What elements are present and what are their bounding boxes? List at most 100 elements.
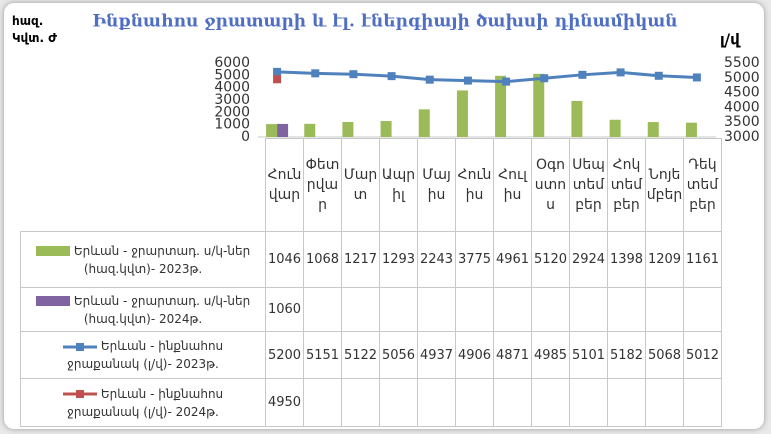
value-cell — [341, 287, 380, 332]
legend-label: Երևան - ջրարտադ. ս/կ-ներ (հազ.կվտ)- 2024… — [73, 293, 251, 326]
bar — [495, 75, 507, 137]
series-row: Երևան - ջրարտադ. ս/կ-ներ (հազ.կվտ)- 2023… — [20, 231, 722, 288]
marker — [540, 74, 549, 83]
category-cell: Դեկտեմբեր — [683, 138, 722, 232]
series-row: Երևան - ինքնահոս ջրաքանակ (լ/վ)- 2023թ. 5… — [20, 331, 722, 379]
series-row: Երևան - ջրարտադ. ս/կ-ներ (հազ.կվտ)- 2024… — [20, 287, 722, 332]
legend-label: Երևան - ինքնահոս ջրաքանակ (լ/վ)- 2023թ. — [67, 339, 224, 371]
bar — [304, 123, 316, 137]
y-axis-label: հազ. Կվտ. Ժ — [12, 14, 57, 45]
value-cell: 5101 — [569, 331, 608, 379]
series-row: Երևան - ինքնահոս ջրաքանակ (լ/վ)- 2024թ. 4… — [20, 378, 722, 427]
value-cell: 3775 — [455, 231, 494, 288]
legend-swatch — [62, 342, 97, 351]
y-tick-label: 3000 — [214, 92, 250, 108]
value-cell — [607, 287, 646, 332]
bar — [266, 124, 278, 137]
legend-label: Երևան - ջրարտադ. ս/կ-ներ (հազ.կվտ)- 2023… — [73, 243, 251, 276]
value-cell — [303, 287, 342, 332]
value-cell: 4985 — [531, 331, 570, 379]
y2-tick-label: 4000 — [724, 99, 760, 115]
y2-axis-label: լ/վ — [720, 31, 741, 49]
legend-swatch — [35, 296, 70, 306]
marker — [616, 68, 625, 77]
marker — [654, 71, 663, 80]
value-cell: 5182 — [607, 331, 646, 379]
y-tick-label: 1000 — [214, 117, 250, 133]
value-cell: 1209 — [645, 231, 684, 288]
value-cell — [645, 378, 684, 427]
category-cell: Նոյեմբեր — [645, 138, 684, 232]
bar — [277, 123, 289, 137]
y-tick-label: 4000 — [214, 80, 250, 96]
marker — [387, 72, 396, 81]
value-cell: 1060 — [265, 287, 304, 332]
category-cell: Հունիս — [455, 138, 494, 232]
bar — [456, 90, 468, 137]
bar — [685, 122, 697, 137]
value-cell: 1398 — [607, 231, 646, 288]
category-cell: Մարտ — [341, 138, 380, 232]
category-cell: Հոկտեմբեր — [607, 138, 646, 232]
value-cell — [493, 378, 532, 427]
legend-swatch — [35, 246, 70, 256]
line — [277, 70, 697, 84]
value-cell — [455, 287, 494, 332]
value-cell — [683, 378, 722, 427]
bar — [380, 121, 392, 137]
y-tick-label: 6000 — [214, 55, 250, 71]
bar — [342, 121, 354, 137]
bar — [418, 109, 430, 137]
value-cell: 5200 — [265, 331, 304, 379]
y2-tick-label: 5000 — [724, 70, 760, 86]
legend-cell: Երևան - ջրարտադ. ս/կ-ներ (հազ.կվտ)- 2023… — [20, 231, 266, 288]
bar — [571, 100, 583, 137]
value-cell: 4950 — [265, 378, 304, 427]
value-cell — [379, 378, 418, 427]
value-cell — [341, 378, 380, 427]
value-cell — [493, 287, 532, 332]
value-cell — [683, 287, 722, 332]
y2-tick-label: 3500 — [724, 114, 760, 130]
value-cell: 5012 — [683, 331, 722, 379]
value-cell: 4871 — [493, 331, 532, 379]
value-cell: 5151 — [303, 331, 342, 379]
value-cell — [569, 378, 608, 427]
category-cell: Հուլիս — [493, 138, 532, 232]
value-cell: 1217 — [341, 231, 380, 288]
value-cell: 4906 — [455, 331, 494, 379]
value-cell — [569, 287, 608, 332]
legend-swatch — [62, 390, 97, 398]
value-cell: 4961 — [493, 231, 532, 288]
y-tick-label: 0 — [241, 129, 250, 145]
legend-cell: Երևան - ինքնահոս ջրաքանակ (լ/վ)- 2023թ. — [20, 331, 266, 379]
marker — [502, 77, 511, 86]
value-cell — [531, 378, 570, 427]
legend-label: Երևան - ինքնահոս ջրաքանակ (լ/վ)- 2024թ. — [67, 386, 224, 419]
data-table: Հունվար Փետրվար Մարտ Ապրիլ Մայիս Հունիս Հուլիս… — [20, 138, 722, 427]
y2-tick-label: 5500 — [724, 55, 760, 71]
value-cell: 1046 — [265, 231, 304, 288]
legend-cell: Երևան - ջրարտադ. ս/կ-ներ (հազ.կվտ)- 2024… — [20, 287, 266, 332]
value-cell: 5122 — [341, 331, 380, 379]
corner-cell — [20, 138, 266, 232]
bar — [609, 119, 621, 137]
category-cell: Օգոստոս — [531, 138, 570, 232]
marker — [273, 75, 282, 84]
legend-cell: Երևան - ինքնահոս ջրաքանակ (լ/վ)- 2024թ. — [20, 378, 266, 427]
category-cell: Սեպտեմբեր — [569, 138, 608, 232]
value-cell: 1068 — [303, 231, 342, 288]
category-cell: Մայիս — [417, 138, 456, 232]
marker — [349, 70, 358, 79]
y2-tick-label: 3000 — [724, 129, 760, 145]
value-cell — [417, 287, 456, 332]
bar — [647, 122, 659, 137]
value-cell — [645, 287, 684, 332]
value-cell — [303, 378, 342, 427]
value-cell — [607, 378, 646, 427]
y-tick-label: 2000 — [214, 104, 250, 120]
value-cell — [417, 378, 456, 427]
value-cell: 5068 — [645, 331, 684, 379]
category-cell: Հունվար — [265, 138, 304, 232]
